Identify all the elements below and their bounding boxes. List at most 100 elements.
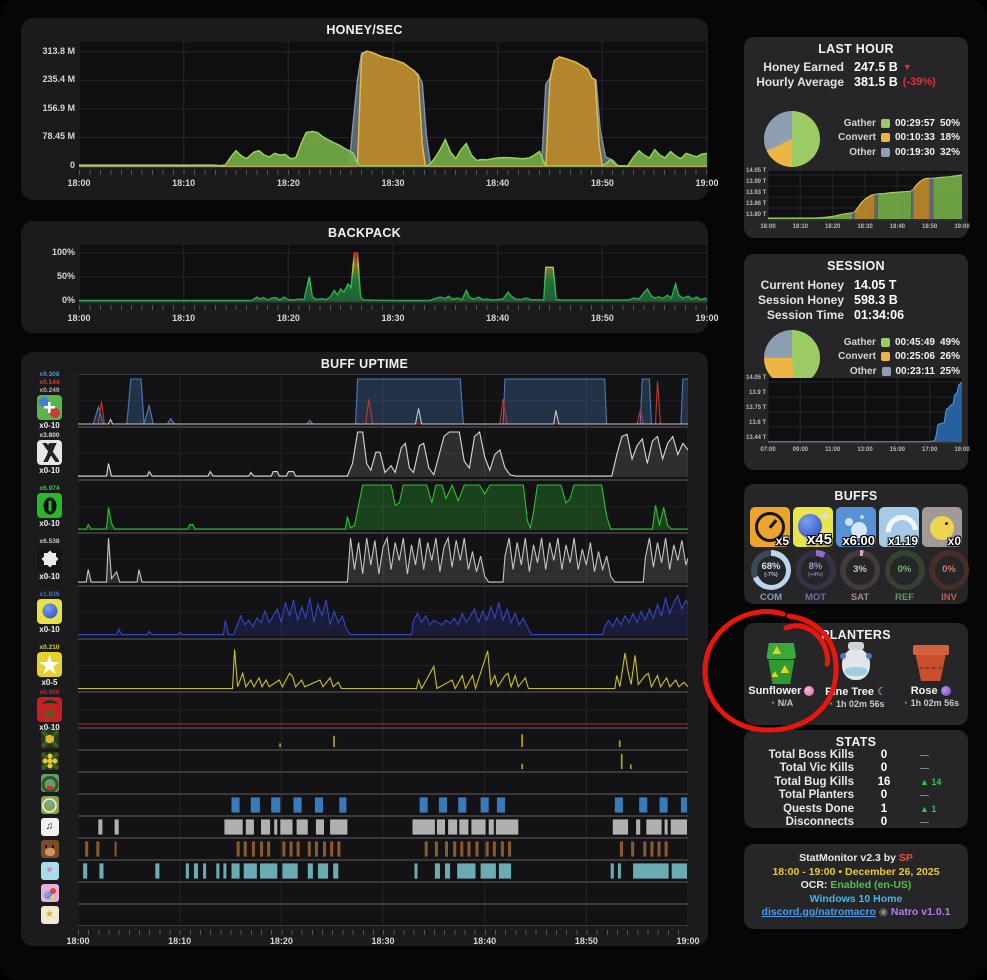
convert-swatch [880,133,890,143]
footer-line: OCR: Enabled (en-US) [800,879,912,891]
focus-burst-chart [78,533,688,586]
backpack-chart [79,245,707,303]
last-hour-legend-row: Convert 00:10:33 18% [838,132,960,144]
backpack-x-tick: 18:30 [381,313,405,323]
session-mini-y-tick: 13.9 T [748,390,766,396]
session-mini-chart [768,378,962,444]
backpack-card: BACKPACK 100% 50% 0% 18:00 18:10 18:20 18:30 18… [21,221,719,333]
last-hour-legend-row: Other 00:19:30 32% [849,146,960,158]
melody-buff-row: ♫ [21,816,708,838]
haste-multiplier: x3.800 [39,432,60,439]
stat-delta: — [920,749,929,760]
stat-label: Total Boss Kills [768,748,854,761]
stat-label: Quests Done [783,802,854,815]
chick-buff-icon: x0 [922,507,962,547]
last-hour-mini-x-tick: 18:40 [889,224,906,230]
wreath-buff-legend [21,772,78,794]
stat-row: Total Vic Kills 0 — [744,762,968,776]
melody-buff-legend: ♫ [21,816,78,838]
green-eye-buff-chart [78,480,688,533]
planter-item: Rose ◔ 1h 02m 56s [893,641,968,709]
footer-line: StatMonitor v2.3 by SP [799,852,913,864]
guiding-star-buff-chart [78,904,688,926]
backpack-y-tick: 50% [56,270,75,281]
discord-link[interactable]: discord.gg/natromacro [761,906,876,918]
star-buff-chart [78,639,688,692]
last-hour-mini-y-tick: 13.99 T [746,179,767,185]
star-icon [37,652,62,677]
footer-line: discord.gg/natromacro ◉ Natro v1.0.1 [761,906,951,918]
stats-title: STATS [835,735,877,749]
backpack-y-tick: 100% [51,246,75,257]
footer-card: StatMonitor v2.3 by SP 18:00 - 19:00 • De… [744,844,968,929]
buff-uptime-x-tick: 18:30 [371,936,395,946]
last-hour-mini-x-tick: 18:20 [824,224,841,230]
session-pie-chart [764,330,820,386]
backpack-x-tick: 19:00 [695,313,719,323]
stat-delta: — [920,817,929,828]
honey-x-tick: 18:30 [381,178,405,188]
focus-burst-multiplier: x6.538 [39,538,60,545]
green-flower-buff-legend [21,750,78,772]
star-ring-buff-row: ★ [21,794,708,816]
buff-uptime-title: BUFF UPTIME [320,357,409,371]
session-legend-row: Gather 00:45:49 49% [843,336,960,348]
honey-y-tick: 0 [69,160,75,170]
honey-y-tick: 78.45 M [42,131,75,142]
winged-heart-buff-row: ♥ [21,860,708,882]
planters-card: PLANTERS Sunflower ◔ N/A Pine Tree ☾ ◔ 1h 02m … [744,623,968,725]
inv-gauge: 0% INV [928,550,970,603]
honey-chart-title: HONEY/SEC [326,23,403,37]
blue-balloon-buff-legend: x1.836 x0-10 [21,586,78,639]
blue-boost-balloon-icon-multiplier: x45 [806,531,832,547]
green-flower-buff-chart [78,750,688,772]
backpack-x-tick: 18:50 [590,313,614,323]
guiding-star-buff-legend: ★ [21,904,78,926]
green-eye-buff-legend: x6.974 x0-10 [21,480,78,533]
focus-burst-range: x0-10 [39,572,60,581]
stat-delta: — [920,790,929,801]
session-mini-y-tick: 14.05 T [746,375,767,381]
buff-uptime-x-tick: 19:00 [676,936,700,946]
backpack-x-tick: 18:10 [172,313,196,323]
winged-heart-buff-chart [78,860,688,882]
honey-x-tick: 18:50 [590,178,614,188]
planter-name: Sunflower [744,685,819,697]
haste-legend: x3.800 x0-10 [21,427,78,480]
haste-clock-buff-icon: x5 [750,507,790,547]
star-ring-buff-legend: ★ [21,794,78,816]
stat-value: 0 [880,748,888,761]
planter-item: Pine Tree ☾ ◔ 1h 02m 56s [819,641,894,709]
honey-minor-ticks [79,170,707,175]
reindeer-buff-legend: x0.000 x0-10 [21,689,78,732]
session-stat-value: 01:34:06 [854,307,905,322]
last-hour-mini-x-tick: 18:00 [760,224,776,230]
mot-donut: 8% (+4%) [795,550,836,590]
com-gauge-label: COM [759,592,783,603]
green-hex-buff-chart [78,728,688,750]
backpack-x-tick: 18:00 [67,313,91,323]
last-hour-mini-x-tick: 19:00 [954,224,970,230]
last-hour-mini-x-tick: 18:30 [857,224,873,230]
session-stat-label: Session Time [766,307,844,322]
session-stat-label: Session Honey [757,292,844,307]
trinkets-buff-legend [21,882,78,904]
session-mini-x-tick: 11:00 [825,447,841,453]
star-ring-buff-chart [78,794,688,816]
session-stat-row: Session Honey 598.3 B [744,292,968,307]
trinkets-buff-chart [78,882,688,904]
ref-gauge: 0% REF [884,550,926,603]
honey-x-tick: 18:20 [276,178,300,188]
stats-card: STATS Total Boss Kills 0 — Total Vic Kills 0… [744,730,968,828]
com-gauge: 68% (-7%) COM [750,550,792,603]
rose-planter-icon [908,641,954,685]
stat-delta: — [920,763,929,774]
stat-value: 0 [880,762,888,775]
stat-row: Quests Done 1 ▲ 1 [744,802,968,816]
field-boosts-multiplier: x0.144 [39,379,60,386]
session-stat-label: Current Honey [760,277,844,292]
stat-row: Total Bug Kills 16 ▲ 14 [744,775,968,789]
motivating-nectar-icon: ☾ [877,686,887,698]
buffs-title: BUFFS [834,489,878,503]
session-mini-x-tick: 15:00 [889,447,906,453]
